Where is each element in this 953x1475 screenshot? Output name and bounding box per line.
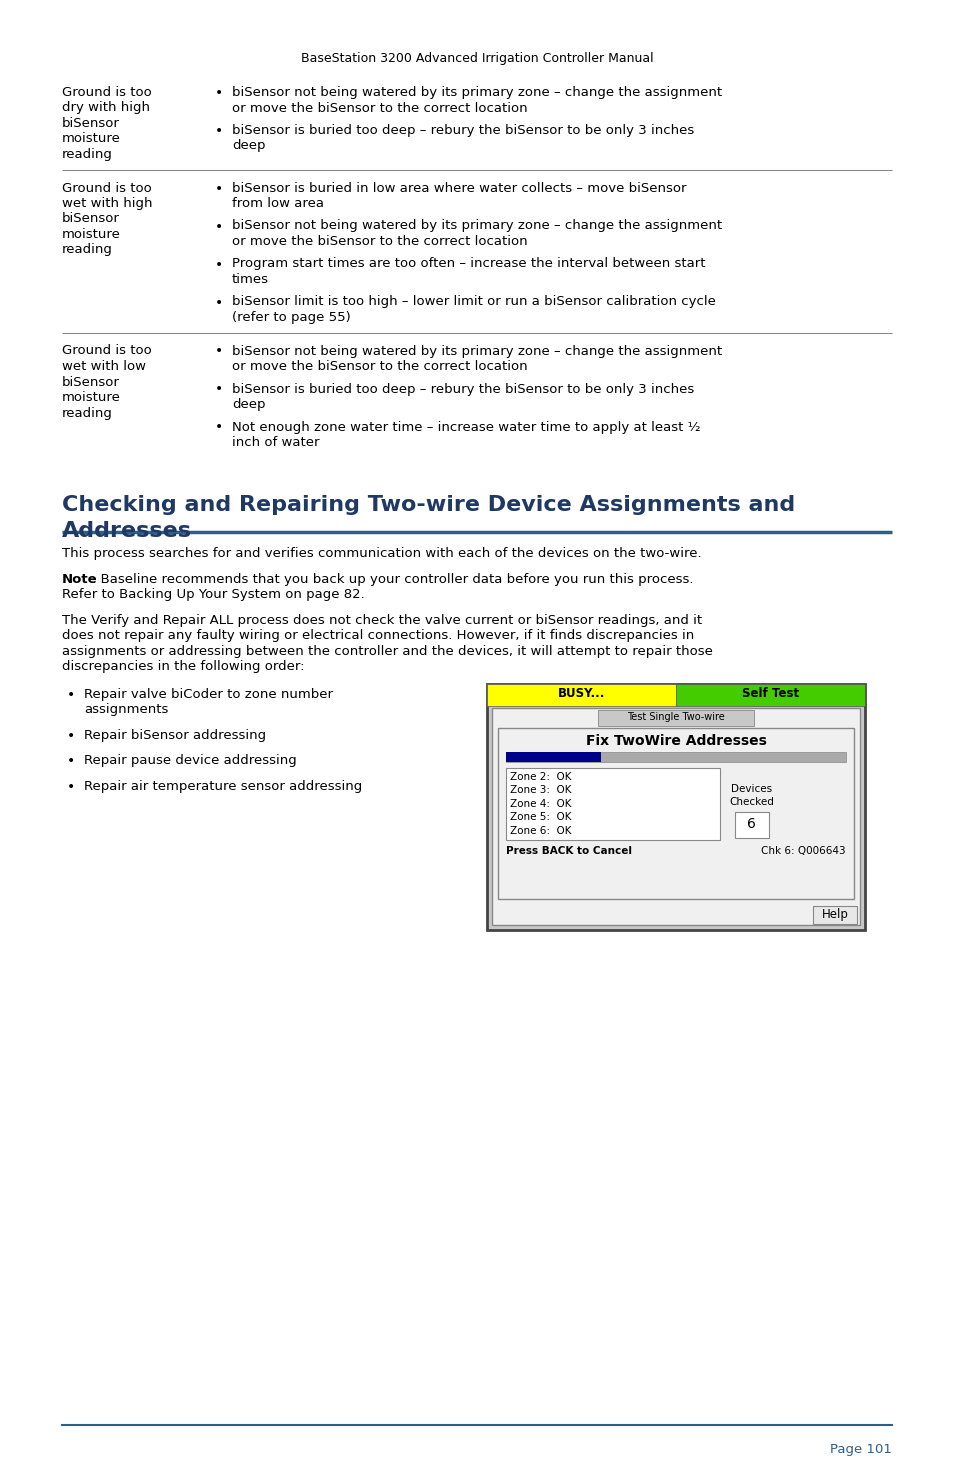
Text: reading: reading — [62, 407, 112, 419]
Text: from low area: from low area — [232, 198, 324, 209]
Text: Zone 4:  OK: Zone 4: OK — [510, 799, 571, 808]
Text: Program start times are too often – increase the interval between start: Program start times are too often – incr… — [232, 258, 705, 270]
Text: Zone 5:  OK: Zone 5: OK — [510, 813, 571, 823]
Text: BUSY...: BUSY... — [558, 687, 604, 701]
Text: Ground is too: Ground is too — [62, 181, 152, 195]
Text: •: • — [67, 780, 75, 794]
Text: biSensor: biSensor — [62, 212, 120, 226]
Text: times: times — [232, 273, 269, 286]
Text: •: • — [214, 295, 223, 310]
Text: •: • — [214, 220, 223, 233]
Text: BaseStation 3200 Advanced Irrigation Controller Manual: BaseStation 3200 Advanced Irrigation Con… — [300, 52, 653, 65]
Text: Self Test: Self Test — [741, 687, 799, 701]
Text: or move the biSensor to the correct location: or move the biSensor to the correct loca… — [232, 235, 527, 248]
Bar — [676, 684, 864, 707]
Text: •: • — [214, 382, 223, 397]
Text: Note: Note — [62, 572, 97, 586]
Text: reading: reading — [62, 148, 112, 161]
Text: : Baseline recommends that you back up your controller data before you run this : : Baseline recommends that you back up y… — [91, 572, 693, 586]
Text: reading: reading — [62, 243, 112, 257]
Text: •: • — [214, 86, 223, 100]
Bar — [812, 906, 856, 923]
Text: •: • — [67, 687, 75, 702]
Text: •: • — [214, 181, 223, 196]
Text: Press BACK to Cancel: Press BACK to Cancel — [505, 847, 631, 856]
Text: wet with high: wet with high — [62, 198, 152, 209]
Bar — [598, 709, 753, 726]
Text: •: • — [67, 755, 75, 768]
Bar — [505, 768, 719, 839]
Text: biSensor: biSensor — [62, 376, 120, 388]
Bar — [734, 813, 768, 838]
Text: biSensor is buried too deep – rebury the biSensor to be only 3 inches: biSensor is buried too deep – rebury the… — [232, 382, 694, 395]
Text: deep: deep — [232, 140, 265, 152]
Text: Zone 3:  OK: Zone 3: OK — [510, 786, 571, 795]
Text: or move the biSensor to the correct location: or move the biSensor to the correct loca… — [232, 102, 527, 115]
Text: Repair pause device addressing: Repair pause device addressing — [84, 755, 296, 767]
Bar — [505, 752, 600, 763]
Text: Help: Help — [821, 909, 847, 920]
Text: 6: 6 — [746, 817, 755, 830]
Text: biSensor limit is too high – lower limit or run a biSensor calibration cycle: biSensor limit is too high – lower limit… — [232, 295, 715, 308]
Text: wet with low: wet with low — [62, 360, 146, 373]
Text: inch of water: inch of water — [232, 437, 319, 448]
Text: (refer to page 55): (refer to page 55) — [232, 311, 351, 324]
Bar — [505, 752, 845, 763]
Text: discrepancies in the following order:: discrepancies in the following order: — [62, 661, 304, 674]
Text: or move the biSensor to the correct location: or move the biSensor to the correct loca… — [232, 360, 527, 373]
Text: Repair valve biCoder to zone number: Repair valve biCoder to zone number — [84, 687, 333, 701]
Text: Test Single Two-wire: Test Single Two-wire — [626, 712, 724, 721]
Text: biSensor is buried in low area where water collects – move biSensor: biSensor is buried in low area where wat… — [232, 181, 686, 195]
Text: Fix TwoWire Addresses: Fix TwoWire Addresses — [585, 735, 765, 748]
Text: Devices: Devices — [730, 785, 771, 794]
Text: This process searches for and verifies communication with each of the devices on: This process searches for and verifies c… — [62, 547, 700, 560]
Text: Repair biSensor addressing: Repair biSensor addressing — [84, 729, 266, 742]
Text: Zone 2:  OK: Zone 2: OK — [510, 771, 571, 782]
Bar — [486, 684, 864, 931]
Text: biSensor not being watered by its primary zone – change the assignment: biSensor not being watered by its primar… — [232, 220, 721, 233]
Text: •: • — [67, 729, 75, 743]
Text: •: • — [214, 258, 223, 271]
Text: biSensor not being watered by its primary zone – change the assignment: biSensor not being watered by its primar… — [232, 345, 721, 357]
Text: Chk 6: Q006643: Chk 6: Q006643 — [760, 847, 845, 856]
Text: biSensor is buried too deep – rebury the biSensor to be only 3 inches: biSensor is buried too deep – rebury the… — [232, 124, 694, 137]
Text: Checking and Repairing Two-wire Device Assignments and: Checking and Repairing Two-wire Device A… — [62, 496, 795, 515]
Text: Addresses: Addresses — [62, 522, 192, 541]
Text: Not enough zone water time – increase water time to apply at least ½: Not enough zone water time – increase wa… — [232, 420, 700, 434]
Text: assignments or addressing between the controller and the devices, it will attemp: assignments or addressing between the co… — [62, 645, 712, 658]
Text: moisture: moisture — [62, 229, 121, 240]
Text: The Verify and Repair ALL process does not check the valve current or biSensor r: The Verify and Repair ALL process does n… — [62, 614, 701, 627]
Text: •: • — [214, 345, 223, 358]
Text: Ground is too: Ground is too — [62, 345, 152, 357]
Text: dry with high: dry with high — [62, 102, 150, 115]
Text: Repair air temperature sensor addressing: Repair air temperature sensor addressing — [84, 780, 362, 794]
Bar — [492, 708, 859, 925]
Text: •: • — [214, 420, 223, 435]
Text: Refer to Backing Up Your System on page 82.: Refer to Backing Up Your System on page … — [62, 589, 364, 602]
Text: moisture: moisture — [62, 391, 121, 404]
Bar — [497, 729, 853, 898]
Text: Ground is too: Ground is too — [62, 86, 152, 99]
Text: does not repair any faulty wiring or electrical connections. However, if it find: does not repair any faulty wiring or ele… — [62, 630, 694, 643]
Text: assignments: assignments — [84, 704, 168, 717]
Text: biSensor: biSensor — [62, 117, 120, 130]
Bar — [486, 684, 676, 707]
Text: moisture: moisture — [62, 133, 121, 146]
Text: deep: deep — [232, 398, 265, 412]
Text: •: • — [214, 124, 223, 139]
Text: biSensor not being watered by its primary zone – change the assignment: biSensor not being watered by its primar… — [232, 86, 721, 99]
Text: Checked: Checked — [728, 796, 773, 807]
Text: Page 101: Page 101 — [829, 1443, 891, 1456]
Text: Zone 6:  OK: Zone 6: OK — [510, 826, 571, 836]
